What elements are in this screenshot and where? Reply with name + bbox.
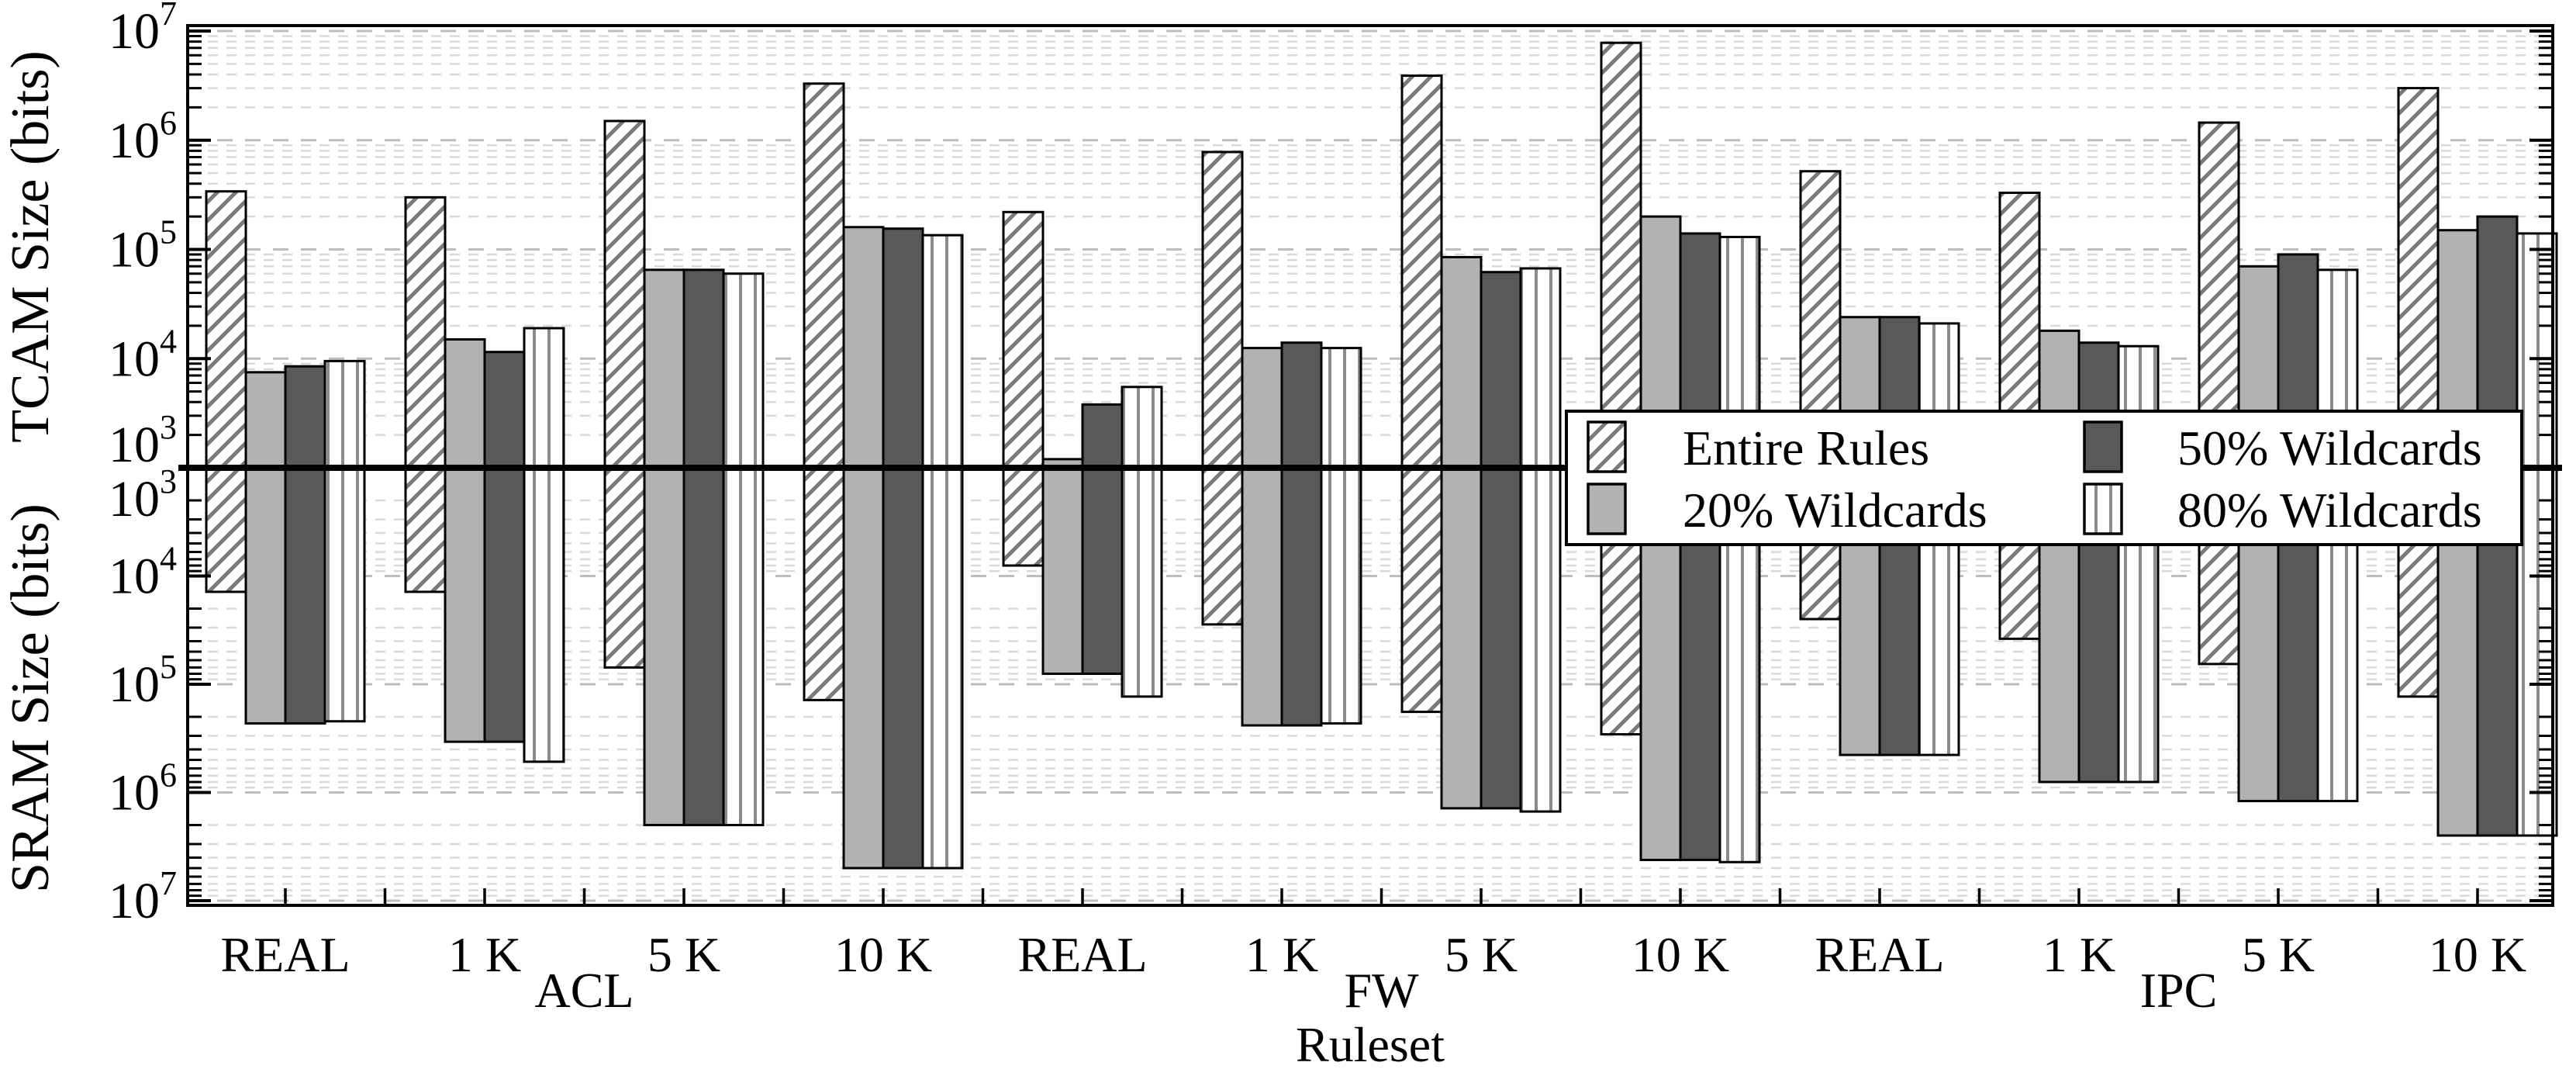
x-tick-label-9: 1 K xyxy=(2042,927,2115,982)
gridlines xyxy=(189,29,2551,902)
y-tick-label-tcam-1e5: 105 xyxy=(109,213,177,279)
legend-label-3: 80% Wildcards xyxy=(2177,483,2482,538)
bar-10K-2-50Wildcards xyxy=(882,227,924,870)
bar-10K-3-80Wildcards xyxy=(921,234,964,870)
x-tick-label-3: 10 K xyxy=(834,927,932,982)
section-label-IPC: IPC xyxy=(2140,963,2218,1018)
y-tick-label-tcam-1e6: 106 xyxy=(109,104,177,169)
x-tick-label-4: REAL xyxy=(1017,927,1147,982)
bar-1K-1-20Wildcards xyxy=(1241,347,1283,727)
bar-1K-0-EntireRules xyxy=(404,195,447,593)
legend-label-2: 50% Wildcards xyxy=(2177,420,2482,476)
bar-5K-0-EntireRules xyxy=(603,119,646,669)
x-tick-label-8: REAL xyxy=(1815,927,1944,982)
legend-swatch-solid-dark-gray xyxy=(2083,420,2123,473)
x-axis-title: Ruleset xyxy=(1296,1017,1445,1072)
y-tick-label-tcam-1e4: 104 xyxy=(109,322,177,387)
y-tick-label-sram-1e6: 106 xyxy=(109,756,177,822)
y-tick-label-tcam-1e7: 107 xyxy=(109,0,177,60)
bar-1K-2-50Wildcards xyxy=(483,351,526,743)
y-tick-label-sram-1e7: 107 xyxy=(109,864,177,929)
bar-1K-1-20Wildcards xyxy=(444,337,486,743)
y-tick-label-sram-1e4: 104 xyxy=(109,540,177,605)
x-tick-label-10: 5 K xyxy=(2242,927,2315,982)
bar-REAL-2-50Wildcards xyxy=(284,365,326,725)
bar-1K-2-50Wildcards xyxy=(1280,341,1323,727)
legend-box xyxy=(1565,410,2523,546)
x-labels: REAL 1 K 5 K 10 K REAL 1 K 5 K 10 K REAL 1 K 5 K 10… xyxy=(220,927,2526,1072)
bar-5K-3-80Wildcards xyxy=(1519,267,1562,813)
x-tick-label-7: 10 K xyxy=(1632,927,1729,982)
bar-10K-3-80Wildcards xyxy=(1718,235,1761,863)
bar-10K-2-50Wildcards xyxy=(1679,232,1721,861)
bar-REAL-0-EntireRules xyxy=(1002,210,1045,567)
x-tick-label-0: REAL xyxy=(220,927,350,982)
legend-swatch-diagonal-hatch xyxy=(1587,420,1627,473)
y-tick-label-sram-1e3: 103 xyxy=(109,462,177,528)
x-tick-label-1: 1 K xyxy=(448,927,521,982)
legend-swatch-solid-light-gray xyxy=(1587,483,1627,535)
bar-REAL-0-EntireRules xyxy=(1799,170,1842,621)
bar-5K-0-EntireRules xyxy=(1400,74,1443,714)
bars xyxy=(205,41,2558,870)
bar-5K-1-20Wildcards xyxy=(1440,255,1483,810)
y-tick-label-sram-1e5: 105 xyxy=(109,648,177,713)
bar-REAL-1-20Wildcards xyxy=(1041,458,1084,675)
bar-5K-3-80Wildcards xyxy=(722,272,765,826)
section-label-FW: FW xyxy=(1345,963,1420,1018)
bar-1K-2-50Wildcards xyxy=(2077,341,2120,784)
bar-10K-0-EntireRules xyxy=(803,82,845,701)
x-tick-label-2: 5 K xyxy=(647,927,720,982)
bar-5K-0-EntireRules xyxy=(2198,121,2240,666)
legend-swatch-vertical-stripes xyxy=(2083,483,2123,535)
bar-1K-1-20Wildcards xyxy=(2038,329,2080,784)
bar-REAL-0-EntireRules xyxy=(205,190,247,593)
bar-10K-1-20Wildcards xyxy=(842,226,885,870)
section-label-ACL: ACL xyxy=(535,963,634,1018)
y-tick-label-tcam-1e3: 103 xyxy=(109,408,177,473)
axis-ticks xyxy=(188,29,2553,905)
bar-REAL-1-20Wildcards xyxy=(244,371,287,725)
bar-REAL-3-80Wildcards xyxy=(323,359,366,723)
bar-10K-0-EntireRules xyxy=(1600,41,1642,736)
y-axis-title-sram: SRAM Size (bits) xyxy=(1,503,60,893)
x-tick-label-5: 1 K xyxy=(1245,927,1318,982)
legend: Entire Rules 50% Wildcards 20% Wildcards 80… xyxy=(1565,410,2523,546)
bar-10K-0-EntireRules xyxy=(2397,87,2440,698)
bar-1K-3-80Wildcards xyxy=(523,327,565,763)
x-tick-label-6: 5 K xyxy=(1445,927,1518,982)
bar-1K-0-EntireRules xyxy=(1201,151,1244,626)
bar-5K-2-50Wildcards xyxy=(1480,271,1522,810)
bar-REAL-3-80Wildcards xyxy=(1121,386,1163,698)
bar-5K-1-20Wildcards xyxy=(643,268,685,826)
y-axis-title-tcam: TCAM Size (bits) xyxy=(1,50,60,443)
bar-5K-2-50Wildcards xyxy=(682,268,725,826)
legend-label-1: 20% Wildcards xyxy=(1683,483,1987,538)
bar-1K-3-80Wildcards xyxy=(1320,347,1362,725)
legend-label-0: Entire Rules xyxy=(1683,420,1929,476)
bar-REAL-2-50Wildcards xyxy=(1081,403,1124,675)
x-tick-label-11: 10 K xyxy=(2429,927,2526,982)
